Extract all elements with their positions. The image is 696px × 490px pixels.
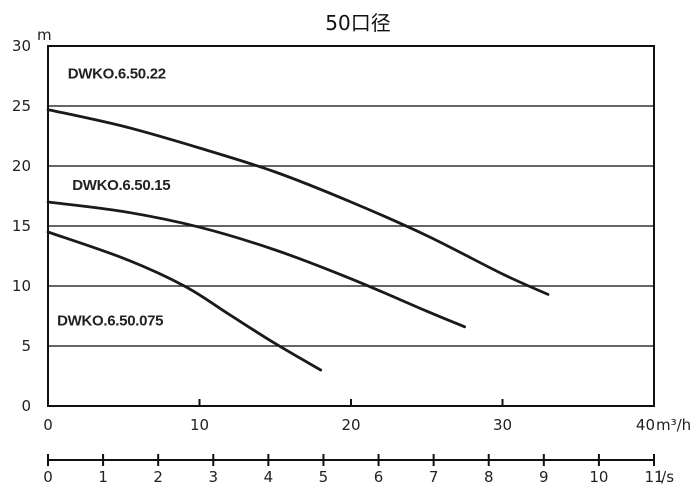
x-axis: 0 10 20 30 40 bbox=[43, 399, 655, 434]
x2-tick-label-11: 11 bbox=[644, 468, 663, 486]
y-tick-label-15: 15 bbox=[12, 217, 31, 235]
x2-tick-label-7: 7 bbox=[429, 468, 439, 486]
series-line-0 bbox=[46, 108, 550, 296]
x2-tick-label-3: 3 bbox=[208, 468, 218, 486]
x-tick-label-30: 30 bbox=[493, 416, 512, 434]
x2-tick-label-2: 2 bbox=[153, 468, 163, 486]
x2-tick-label-5: 5 bbox=[319, 468, 329, 486]
y-tick-label-10: 10 bbox=[12, 277, 31, 295]
y-tick-label-20: 20 bbox=[12, 157, 31, 175]
x2-tick-label-1: 1 bbox=[98, 468, 108, 486]
x2-tick-label-6: 6 bbox=[374, 468, 384, 486]
x2-tick-label-10: 10 bbox=[589, 468, 608, 486]
series-label-2: DWKO.6.50.075 bbox=[57, 313, 163, 330]
x2-tick-label-0: 0 bbox=[43, 468, 53, 486]
x-axis-unit: m³/h bbox=[656, 416, 691, 434]
x-tick-label-0: 0 bbox=[43, 416, 53, 434]
x2-tick-label-9: 9 bbox=[539, 468, 549, 486]
x2-tick-label-8: 8 bbox=[484, 468, 494, 486]
y-tick-label-0: 0 bbox=[21, 397, 31, 415]
x-tick-label-40: 40 bbox=[636, 416, 655, 434]
y-tick-label-30: 30 bbox=[12, 37, 31, 55]
series-layer: DWKO.6.50.22 DWKO.6.50.15 DWKO.6.50.075 bbox=[46, 65, 550, 372]
secondary-x-axis: 0 1 2 3 4 5 6 7 8 9 10 11 bbox=[43, 454, 664, 486]
y-axis-unit: m bbox=[37, 26, 52, 44]
y-tick-label-25: 25 bbox=[12, 97, 31, 115]
grid-lines bbox=[48, 105, 654, 347]
x2-tick-label-4: 4 bbox=[264, 468, 274, 486]
series-line-1 bbox=[46, 200, 466, 329]
x-tick-label-10: 10 bbox=[190, 416, 209, 434]
series-line-2 bbox=[46, 230, 323, 372]
secondary-x-axis-unit: l/s bbox=[657, 468, 674, 486]
y-axis: 0 5 10 15 20 25 30 bbox=[12, 37, 31, 415]
series-label-0: DWKO.6.50.22 bbox=[68, 65, 166, 82]
y-tick-label-5: 5 bbox=[21, 337, 31, 355]
chart-title: 50口径 bbox=[325, 11, 390, 35]
x-tick-label-20: 20 bbox=[341, 416, 360, 434]
series-label-1: DWKO.6.50.15 bbox=[72, 177, 170, 194]
